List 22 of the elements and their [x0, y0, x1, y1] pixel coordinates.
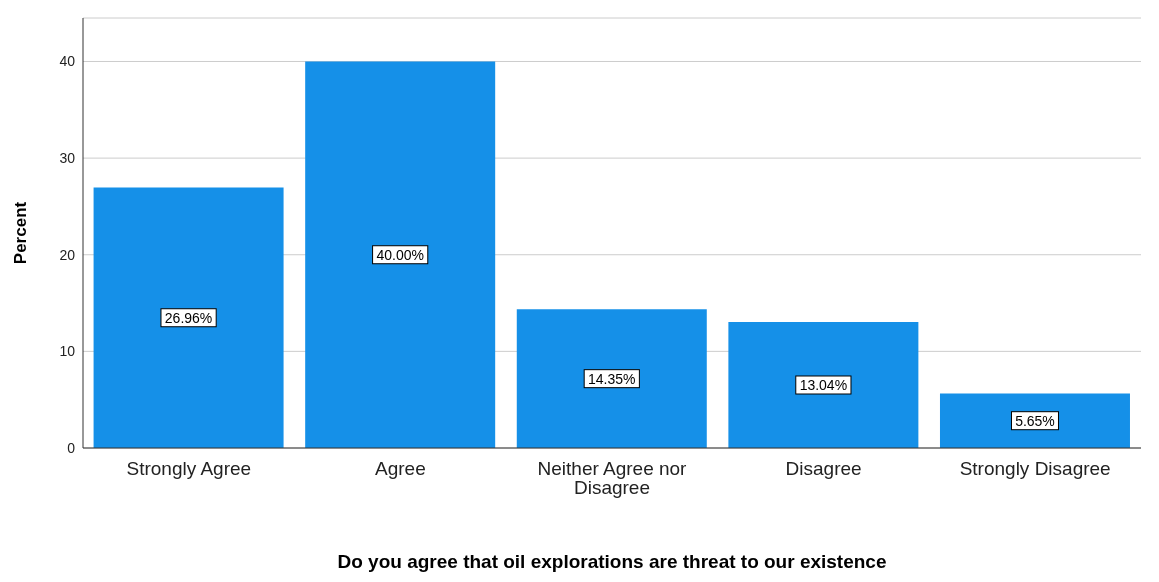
bar [93, 187, 284, 448]
y-tick-label: 10 [59, 343, 76, 360]
data-label: 13.04% [799, 377, 848, 393]
data-label: 26.96% [164, 309, 213, 326]
data-label: 5.65% [1015, 412, 1055, 429]
data-label: 40.00% [376, 246, 424, 263]
bar [728, 322, 919, 448]
bar [305, 61, 496, 448]
x-tick-label: Neither Agree nor Disagree [537, 458, 688, 499]
bar [516, 309, 707, 448]
data-label: 14.35% [588, 370, 636, 387]
bar [939, 393, 1130, 448]
y-tick-label: 20 [59, 246, 76, 263]
x-tick-label: Agree [375, 458, 426, 480]
y-axis-title: Percent [11, 201, 31, 265]
x-tick-label: Strongly Agree [126, 458, 252, 480]
y-tick-label: 0 [67, 439, 76, 456]
y-tick-label: 30 [59, 150, 76, 167]
x-axis-title: Do you agree that oil explorations are threat to our existence [337, 551, 887, 572]
x-tick-label: Disagree [785, 458, 862, 480]
y-tick-label: 40 [59, 53, 76, 70]
x-tick-label: Strongly Disagree [959, 458, 1111, 480]
